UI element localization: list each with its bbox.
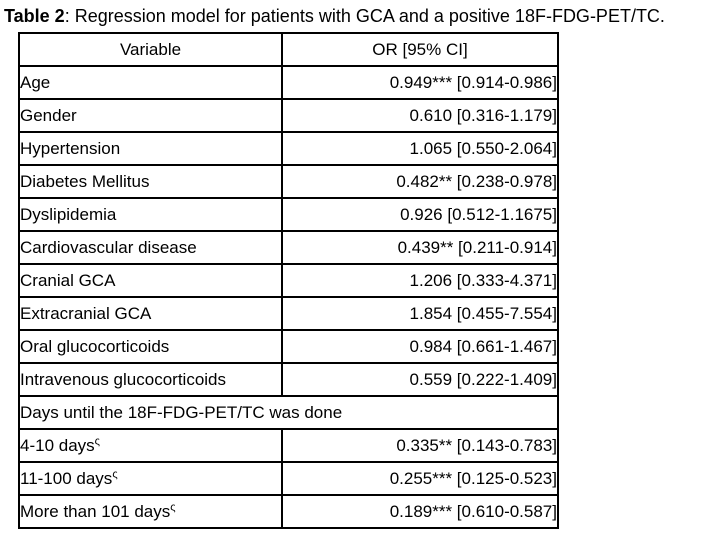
footnote-marker: ς	[94, 434, 100, 447]
table-row: Hypertension 1.065 [0.550-2.064]	[18, 131, 559, 166]
variable-cell: Extracranial GCA	[18, 296, 283, 331]
variable-cell: Age	[18, 65, 283, 100]
header-or-ci: OR [95% CI]	[281, 32, 559, 67]
table-caption-label: Table 2	[4, 6, 65, 26]
table-row: Oral glucocorticoids 0.984 [0.661-1.467]	[18, 329, 559, 364]
variable-cell: Cranial GCA	[18, 263, 283, 298]
variable-cell: 4-10 daysς	[18, 428, 283, 463]
value-cell: 0.439** [0.211-0.914]	[281, 230, 559, 265]
table-row: 11-100 daysς 0.255*** [0.125-0.523]	[18, 461, 559, 496]
table-row: Dyslipidemia 0.926 [0.512-1.1675]	[18, 197, 559, 232]
table-header-row: Variable OR [95% CI]	[18, 32, 559, 67]
value-cell: 0.949*** [0.914-0.986]	[281, 65, 559, 100]
value-cell: 1.065 [0.550-2.064]	[281, 131, 559, 166]
variable-cell: Dyslipidemia	[18, 197, 283, 232]
variable-cell: Hypertension	[18, 131, 283, 166]
table-row: Diabetes Mellitus 0.482** [0.238-0.978]	[18, 164, 559, 199]
variable-cell: More than 101 daysς	[18, 494, 283, 529]
table-row: Cardiovascular disease 0.439** [0.211-0.9…	[18, 230, 559, 265]
footnote-marker: ς	[170, 500, 176, 513]
table-caption: Table 2: Regression model for patients w…	[0, 0, 720, 27]
table-caption-text: : Regression model for patients with GCA…	[64, 6, 665, 26]
header-variable: Variable	[18, 32, 283, 67]
variable-cell: Gender	[18, 98, 283, 133]
table-row: More than 101 daysς 0.189*** [0.610-0.587…	[18, 494, 559, 529]
table-row: Gender 0.610 [0.316-1.179]	[18, 98, 559, 133]
footnote-marker: ς	[112, 467, 118, 480]
value-cell: 1.854 [0.455-7.554]	[281, 296, 559, 331]
table-row: Cranial GCA 1.206 [0.333-4.371]	[18, 263, 559, 298]
section-cell: Days until the 18F-FDG-PET/TC was done	[18, 395, 559, 430]
value-cell: 0.926 [0.512-1.1675]	[281, 197, 559, 232]
table-row: Age 0.949*** [0.914-0.986]	[18, 65, 559, 100]
table-row: 4-10 daysς 0.335** [0.143-0.783]	[18, 428, 559, 463]
table-row: Days until the 18F-FDG-PET/TC was done	[18, 395, 559, 430]
variable-cell: Oral glucocorticoids	[18, 329, 283, 364]
regression-table: Variable OR [95% CI] Age 0.949*** [0.914-…	[18, 32, 559, 529]
value-cell: 0.335** [0.143-0.783]	[281, 428, 559, 463]
value-cell: 0.189*** [0.610-0.587]	[281, 494, 559, 529]
variable-cell: Cardiovascular disease	[18, 230, 283, 265]
value-cell: 0.559 [0.222-1.409]	[281, 362, 559, 397]
table-body: Age 0.949*** [0.914-0.986] Gender 0.610 [0.…	[18, 65, 559, 529]
variable-cell: Intravenous glucocorticoids	[18, 362, 283, 397]
table-row: Extracranial GCA 1.854 [0.455-7.554]	[18, 296, 559, 331]
value-cell: 0.610 [0.316-1.179]	[281, 98, 559, 133]
value-cell: 0.255*** [0.125-0.523]	[281, 461, 559, 496]
variable-cell: 11-100 daysς	[18, 461, 283, 496]
table-row: Intravenous glucocorticoids 0.559 [0.222-…	[18, 362, 559, 397]
value-cell: 1.206 [0.333-4.371]	[281, 263, 559, 298]
value-cell: 0.984 [0.661-1.467]	[281, 329, 559, 364]
value-cell: 0.482** [0.238-0.978]	[281, 164, 559, 199]
variable-cell: Diabetes Mellitus	[18, 164, 283, 199]
